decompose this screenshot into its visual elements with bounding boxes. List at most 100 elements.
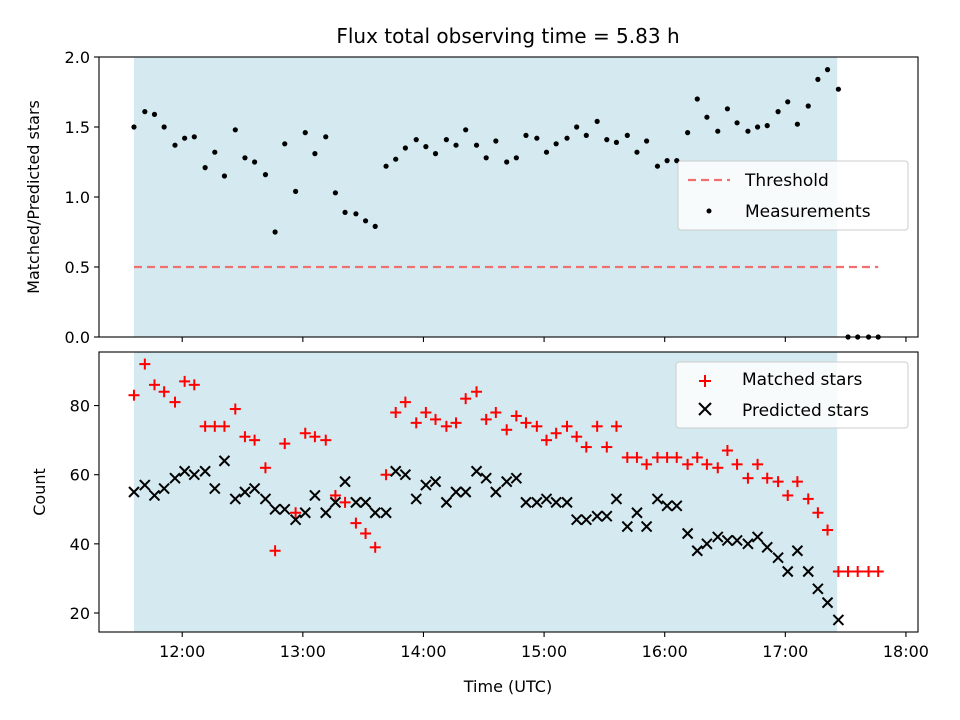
measurement-point (594, 118, 600, 124)
matched-star-point (531, 420, 543, 432)
measurement-point (835, 86, 841, 92)
matched-star-point (510, 410, 522, 422)
predicted-star-point (158, 482, 170, 495)
bottom-y-tick-label: 20 (70, 604, 90, 623)
measurement-point (704, 114, 710, 120)
matched-star-point (842, 566, 854, 578)
predicted-star-point (178, 465, 191, 477)
matched-star-point (802, 493, 814, 505)
matched-star-point (832, 566, 844, 578)
predicted-star-point (791, 545, 804, 557)
measurement-point (232, 127, 238, 133)
matched-star-point (490, 406, 502, 418)
matched-star-point (350, 517, 362, 529)
matched-star-point (339, 496, 351, 508)
predicted-star-point (591, 510, 603, 522)
top-panel: 0.00.51.01.52.0 Matched/Predicted stars … (24, 48, 919, 347)
legend-threshold-label: Threshold (744, 171, 829, 191)
measurement-point (302, 130, 308, 136)
matched-star-point (610, 420, 622, 432)
predicted-star-point (742, 538, 754, 550)
predicted-star-point (299, 507, 311, 519)
measurement-point (443, 137, 449, 143)
measurement-point (613, 139, 620, 145)
measurement-point (323, 134, 329, 140)
measurement-point (644, 138, 650, 144)
predicted-star-point (751, 531, 764, 543)
predicted-star-point (531, 496, 543, 509)
measurement-point (805, 103, 811, 109)
measurement-point (413, 137, 419, 143)
predicted-star-point (802, 565, 814, 578)
predicted-star-point (520, 496, 532, 509)
top-y-tick-label: 0.5 (65, 258, 90, 277)
matched-star-point (259, 462, 271, 474)
measurement-point (564, 135, 570, 141)
matched-star-point (761, 472, 773, 484)
matched-star-point (671, 451, 683, 463)
predicted-star-point (459, 486, 472, 498)
predicted-star-point (610, 493, 623, 505)
x-tick-label: 12:00 (159, 642, 205, 661)
measurement-point (734, 120, 740, 126)
top-x-ticks (181, 337, 907, 342)
matched-star-point (229, 403, 241, 415)
predicted-star-point (812, 583, 824, 595)
predicted-star-point (772, 551, 784, 564)
measurement-point (332, 190, 339, 196)
x-tick-label: 16:00 (642, 642, 688, 661)
predicted-star-point (631, 507, 643, 519)
bottom-y-tick-label: 80 (70, 397, 90, 416)
x-tick-label: 14:00 (400, 642, 446, 661)
predicted-star-point (248, 482, 261, 495)
bottom-y-tick-label: 40 (70, 535, 90, 554)
measurement-point (312, 151, 318, 157)
predicted-star-point (500, 475, 513, 488)
matched-star-point (390, 406, 402, 418)
legend-matched-swatch (699, 375, 711, 387)
top-y-tick-label: 0.0 (65, 328, 90, 347)
matched-star-point (731, 458, 743, 470)
matched-star-point (399, 396, 411, 408)
predicted-star-point (821, 596, 834, 609)
matched-star-point (179, 375, 191, 387)
predicted-star-point (601, 510, 613, 522)
legend-measurements-label: Measurements (745, 202, 871, 222)
predicted-star-point (440, 496, 453, 509)
measurement-point (393, 156, 399, 162)
matched-star-point (430, 413, 442, 425)
measurement-point (824, 67, 831, 73)
matched-star-point (279, 438, 291, 450)
matched-star-point (782, 489, 794, 501)
matched-star-point (440, 420, 452, 432)
measurement-point (724, 106, 731, 112)
matched-star-point (269, 545, 281, 557)
matched-star-point (501, 424, 513, 436)
measurement-point (272, 229, 278, 235)
measurement-point (504, 159, 510, 165)
measurement-point (362, 218, 369, 224)
predicted-star-point (390, 465, 402, 477)
predicted-star-point (128, 486, 140, 498)
predicted-star-point (359, 496, 372, 509)
predicted-star-point (721, 534, 734, 547)
matched-star-point (360, 527, 372, 539)
matched-star-point (199, 420, 211, 432)
top-legend: Threshold Measurements (677, 160, 909, 231)
matched-star-point (450, 417, 462, 429)
predicted-star-point (470, 465, 483, 477)
predicted-star-point (320, 507, 332, 519)
predicted-star-point (681, 527, 694, 540)
x-tick-label: 17:00 (762, 642, 808, 661)
matched-star-point (410, 417, 422, 429)
matched-star-point (712, 462, 724, 474)
matched-star-point (631, 451, 643, 463)
measurement-point (543, 149, 550, 155)
predicted-star-point (199, 465, 211, 477)
bottom-legend: Matched stars Predicted stars (675, 361, 909, 429)
matched-star-point (540, 434, 552, 446)
top-y-ticks: 0.0 0.5 1.0 1.5 2.0 (65, 48, 99, 347)
matched-star-point (701, 458, 713, 470)
predicted-star-point (188, 469, 200, 481)
predicted-star-point (229, 493, 242, 505)
